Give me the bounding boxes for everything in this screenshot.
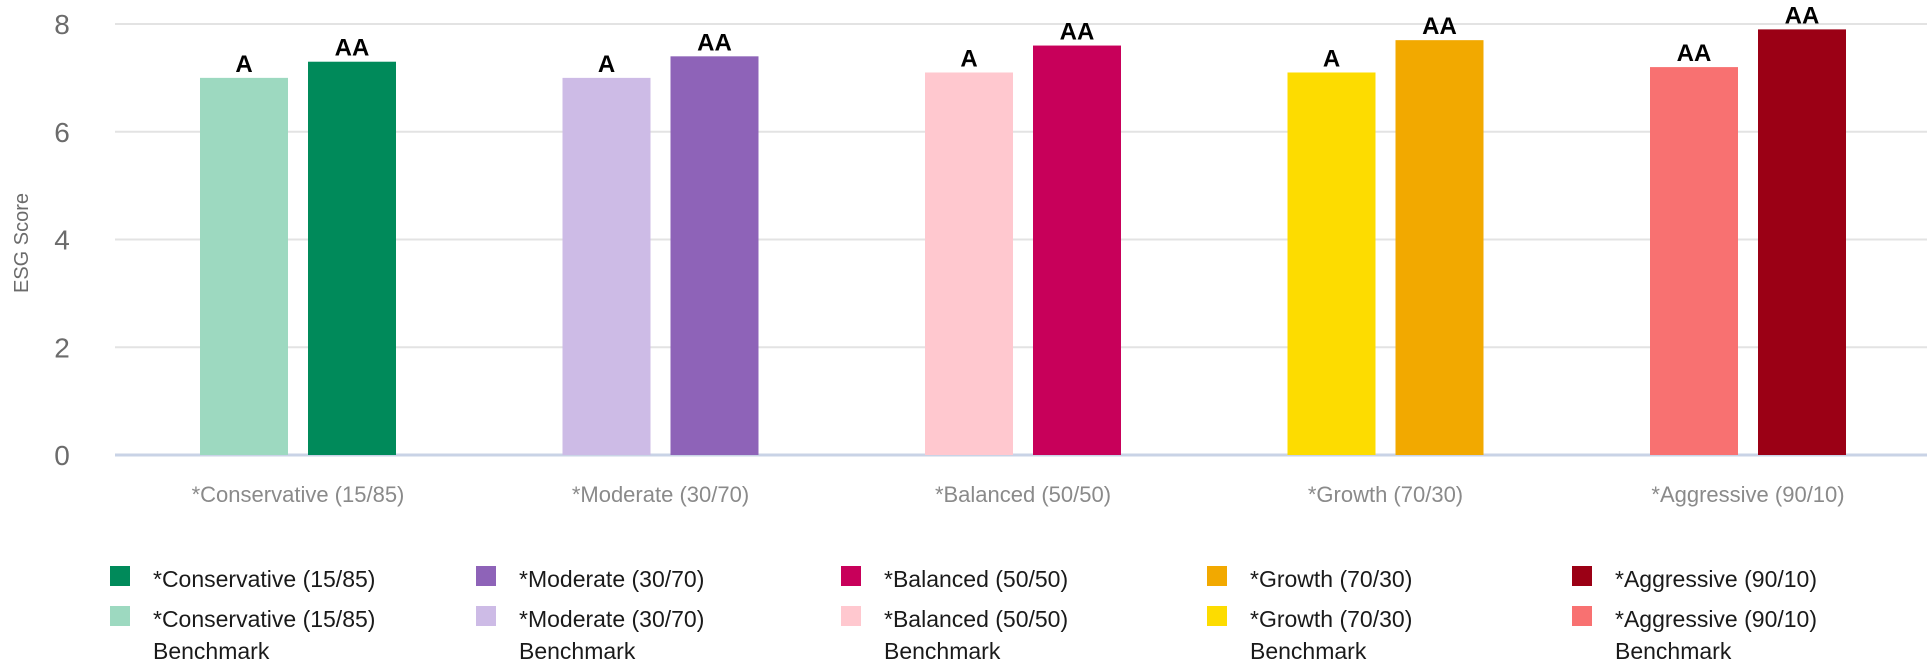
legend-sublabel: Benchmark <box>884 638 1001 664</box>
legend-swatch <box>110 566 130 586</box>
bar-portfolio-4 <box>1758 29 1846 455</box>
legend-swatch <box>110 606 130 626</box>
data-label-portfolio-1: AA <box>697 29 732 56</box>
y-tick-label: 4 <box>54 225 70 256</box>
legend-swatch <box>1572 566 1592 586</box>
legend-swatch <box>1572 606 1592 626</box>
data-label-portfolio-0: AA <box>335 35 370 62</box>
legend-swatch <box>1207 566 1227 586</box>
legend-label: *Moderate (30/70) <box>519 566 704 592</box>
bar-benchmark-3 <box>1287 72 1376 456</box>
y-axis: 0 2 4 6 8 <box>54 9 70 471</box>
legend-label: *Balanced (50/50) <box>884 606 1068 632</box>
y-tick-label: 8 <box>54 9 70 40</box>
gridlines <box>115 23 1927 457</box>
legend-label: *Aggressive (90/10) <box>1615 566 1817 592</box>
legend-swatch <box>841 566 861 586</box>
legend-label: *Conservative (15/85) <box>153 606 375 632</box>
y-axis-label: ESG Score <box>11 193 33 293</box>
legend-sublabel: Benchmark <box>519 638 636 664</box>
x-tick-label: *Balanced (50/50) <box>935 482 1111 507</box>
x-tick-label: *Conservative (15/85) <box>192 482 405 507</box>
y-tick-label: 2 <box>54 332 70 363</box>
legend-label: *Moderate (30/70) <box>519 606 704 632</box>
x-axis: *Conservative (15/85) *Moderate (30/70) *B… <box>192 482 1845 507</box>
legend-label: *Growth (70/30) <box>1250 606 1412 632</box>
y-tick-label: 0 <box>54 440 70 471</box>
bar-benchmark-2 <box>925 72 1013 456</box>
data-label-benchmark-4: AA <box>1677 40 1712 67</box>
data-label-benchmark-2: A <box>960 45 977 72</box>
legend-sublabel: Benchmark <box>1250 638 1367 664</box>
bar-benchmark-4 <box>1650 67 1738 455</box>
data-label-portfolio-4: AA <box>1785 2 1820 29</box>
legend-swatch <box>476 606 496 626</box>
bar-portfolio-1 <box>670 56 759 455</box>
x-tick-label: *Moderate (30/70) <box>572 482 749 507</box>
x-tick-label: *Aggressive (90/10) <box>1651 482 1844 507</box>
y-tick-label: 6 <box>54 117 70 148</box>
data-label-benchmark-1: A <box>598 51 615 78</box>
bar-benchmark-0 <box>200 77 288 455</box>
legend-sublabel: Benchmark <box>1615 638 1732 664</box>
data-label-portfolio-3: AA <box>1422 13 1457 40</box>
legend-sublabel: Benchmark <box>153 638 270 664</box>
legend-label: *Balanced (50/50) <box>884 566 1068 592</box>
data-label-benchmark-0: A <box>235 51 252 78</box>
x-tick-label: *Growth (70/30) <box>1308 482 1463 507</box>
legend-label: *Growth (70/30) <box>1250 566 1412 592</box>
legend: *Conservative (15/85) *Conservative (15/8… <box>110 566 1817 664</box>
bar-portfolio-3 <box>1395 40 1484 455</box>
legend-label: *Aggressive (90/10) <box>1615 606 1817 632</box>
bar-benchmark-1 <box>562 77 651 455</box>
bar-portfolio-2 <box>1033 45 1121 456</box>
legend-swatch <box>841 606 861 626</box>
data-label-portfolio-2: AA <box>1060 19 1095 46</box>
legend-swatch <box>476 566 496 586</box>
legend-swatch <box>1207 606 1227 626</box>
data-label-benchmark-3: A <box>1323 45 1340 72</box>
legend-label: *Conservative (15/85) <box>153 566 375 592</box>
bar-portfolio-0 <box>308 61 396 456</box>
